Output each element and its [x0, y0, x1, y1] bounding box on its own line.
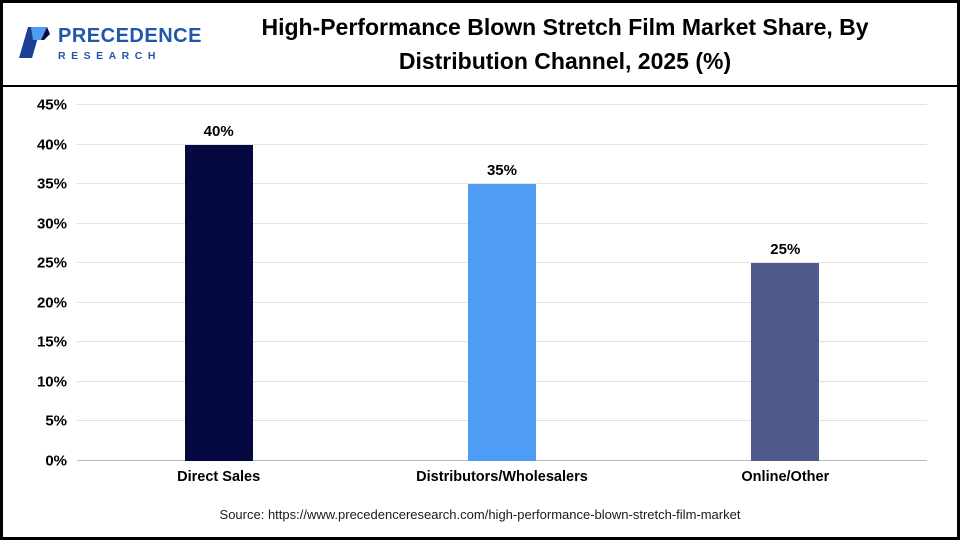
bar-slot: 35% — [360, 105, 643, 461]
y-tick-label: 35% — [36, 175, 67, 193]
bar-distributors-wholesalers — [467, 184, 536, 461]
x-category-label: Direct Sales — [177, 469, 261, 485]
gridline — [77, 143, 927, 145]
precedence-research-logo: PRECEDENCE RESEARCH — [17, 24, 201, 65]
bar-slot: 25% — [644, 105, 927, 461]
y-tick-label: 20% — [36, 294, 67, 312]
source-text: Source: https://www.precedenceresearch.c… — [219, 507, 741, 522]
bar-value-label: 25% — [770, 241, 801, 259]
bar-slot: 40% — [77, 105, 360, 461]
y-tick-label: 5% — [45, 412, 67, 430]
chart-title: High-Performance Blown Stretch Film Mark… — [187, 10, 943, 79]
chart-title-text: High-Performance Blown Stretch Film Mark… — [261, 13, 869, 75]
y-tick-label: 0% — [45, 452, 67, 470]
gridline — [77, 183, 927, 185]
y-tick-label: 30% — [36, 215, 67, 233]
bar-online-other — [751, 263, 820, 461]
y-tick-label: 25% — [36, 254, 67, 272]
logo-text: PRECEDENCE RESEARCH — [58, 25, 202, 63]
bar-direct-sales — [184, 144, 253, 461]
y-axis: 0% 5% 10% 15% 20% 25% 30% 35% 40% 45% — [15, 97, 77, 470]
y-tick-label: 40% — [36, 136, 67, 154]
x-labels-row: Direct Sales Distributors/Wholesalers Onli… — [77, 469, 927, 485]
x-category-label: Online/Other — [741, 469, 830, 485]
chart-area: 0% 5% 10% 15% 20% 25% 30% 35% 40% 45% 40% 35% 25% — [3, 87, 957, 470]
y-tick-label: 10% — [36, 373, 67, 391]
logo-line1: PRECEDENCE — [58, 25, 202, 47]
bar-value-label: 40% — [203, 122, 234, 140]
logo-line2: RESEARCH — [58, 50, 161, 62]
precedence-logo-icon — [17, 24, 51, 65]
x-category-label: Distributors/Wholesalers — [416, 469, 588, 485]
y-tick-label: 15% — [36, 333, 67, 351]
y-tick-label: 45% — [36, 96, 67, 114]
bars-row: 40% 35% 25% — [77, 105, 927, 461]
bar-value-label: 35% — [486, 162, 517, 180]
plot-area: 40% 35% 25% — [77, 104, 927, 461]
header: PRECEDENCE RESEARCH High-Performance Blo… — [3, 3, 957, 87]
gridline — [77, 104, 927, 105]
